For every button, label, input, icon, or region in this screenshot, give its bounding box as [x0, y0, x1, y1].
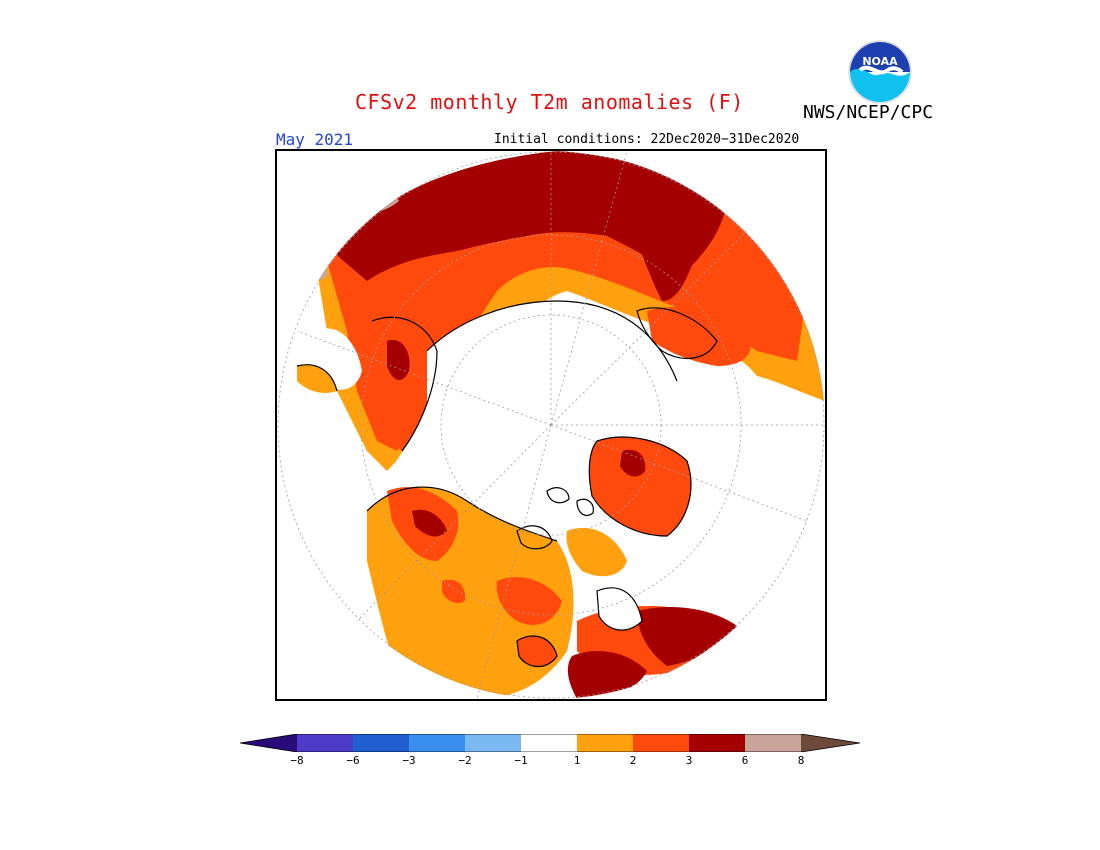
colorbar-tick-label: −1: [514, 754, 528, 767]
colorbar-tick-label: −8: [290, 754, 304, 767]
lat-lon-grid: [277, 151, 825, 699]
colorbar-bin-6: [577, 734, 633, 752]
anomaly-region-atlantic-neutral: [597, 587, 642, 631]
colorbar-tick-label: 2: [629, 754, 637, 767]
colorbar-bin-8: [689, 734, 745, 752]
anomaly-region-nordic-orange: [297, 364, 337, 393]
colorbar: [240, 734, 860, 752]
colorbar-bin-10: [801, 734, 860, 752]
logo-text: NOAA: [862, 55, 898, 68]
anomaly-region-canada-red: [496, 577, 562, 625]
colorbar-bin-9: [745, 734, 801, 752]
colorbar-tick-label: 3: [685, 754, 693, 767]
anomaly-region-greenland-darkred: [620, 449, 646, 477]
colorbar-tick-label: 1: [573, 754, 581, 767]
colorbar-tick-label: 8: [797, 754, 805, 767]
polar-map: [275, 149, 827, 701]
anomaly-region-europe-darkred: [387, 340, 410, 381]
anomaly-region-siberia-darkred: [627, 171, 697, 301]
colorbar-bin-5: [521, 734, 577, 752]
colorbar-bin-3: [409, 734, 465, 752]
colorbar-tick-label: 6: [741, 754, 749, 767]
anomaly-region-hudson-red: [517, 636, 557, 667]
colorbar-bin-1: [297, 734, 353, 752]
forecast-month: May 2021: [276, 130, 354, 149]
colorbar-bin-7: [633, 734, 689, 752]
colorbar-tick-label: −6: [346, 754, 360, 767]
colorbar-bin-4: [465, 734, 521, 752]
anomaly-region-south-darkred: [637, 606, 737, 666]
anomaly-region-greenland-red: [589, 437, 691, 536]
coastlines: [296, 300, 718, 668]
anomaly-region-baffin-orange: [566, 527, 627, 577]
noaa-logo: NOAA: [848, 40, 912, 104]
anomaly-region-east-asia-red: [647, 307, 751, 366]
anomaly-region-alaska-darkred: [412, 509, 447, 537]
anomaly-region-eurasia-darkred: [332, 151, 725, 281]
initial-conditions: Initial conditions: 22Dec2020−31Dec2020: [494, 132, 800, 147]
colorbar-tick-label: −3: [402, 754, 416, 767]
agency-label: NWS/NCEP/CPC: [803, 102, 934, 123]
colorbar-tick-label: −2: [458, 754, 472, 767]
colorbar-bin-2: [353, 734, 409, 752]
anomaly-region-great-plains-red: [442, 579, 466, 603]
map-title: CFSv2 monthly T2m anomalies (F): [355, 90, 744, 114]
colorbar-bin-0: [240, 734, 297, 752]
